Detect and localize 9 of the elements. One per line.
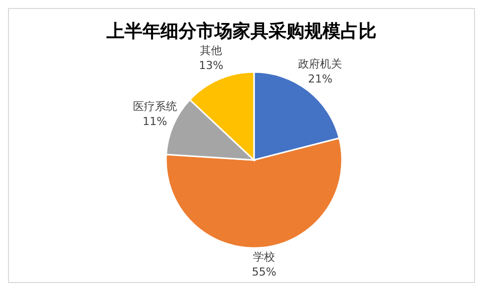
slice-label: 医疗系统 (132, 100, 177, 114)
slice-label: 政府机关 (298, 58, 342, 71)
chart-title: 上半年细分市场家具采购规模占比 (106, 20, 378, 42)
data-label: 13% (198, 58, 224, 72)
data-label: 55% (252, 266, 276, 279)
data-label: 11% (142, 115, 168, 128)
data-label: 21% (308, 72, 332, 86)
slice-label: 其他 (200, 44, 222, 57)
slice-label: 学校 (253, 250, 276, 264)
